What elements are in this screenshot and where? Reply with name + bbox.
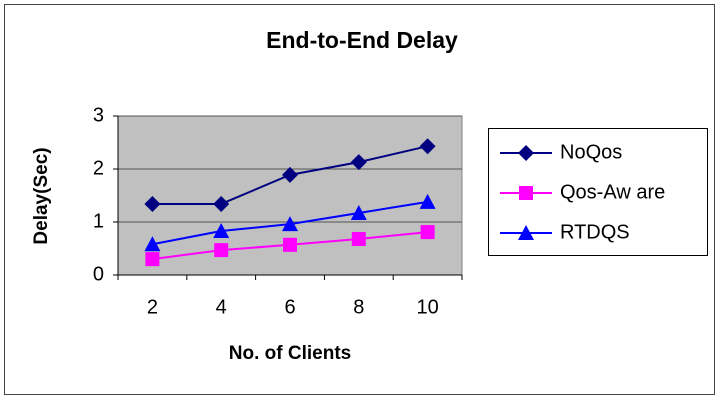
marker <box>420 225 435 240</box>
x-tick-label: 6 <box>284 296 295 318</box>
legend-label: NoQos <box>560 141 622 163</box>
marker <box>350 204 367 220</box>
x-tick-label: 8 <box>353 296 364 318</box>
marker <box>282 216 298 232</box>
marker <box>213 223 230 239</box>
marker <box>213 195 230 212</box>
marker <box>419 138 436 155</box>
marker <box>145 252 160 267</box>
marker <box>283 237 297 252</box>
marker <box>419 193 436 209</box>
legend-marker <box>518 225 534 240</box>
marker <box>214 243 229 258</box>
x-tick-label: 2 <box>147 296 158 318</box>
x-tick-label: 10 <box>416 296 438 318</box>
y-axis-label: Delay(Sec) <box>31 147 52 244</box>
legend-marker <box>519 186 533 200</box>
marker <box>351 231 366 246</box>
chart-title: End-to-End Delay <box>266 27 458 53</box>
marker <box>144 236 161 252</box>
x-axis-label: No. of Clients <box>229 343 351 364</box>
legend-label: RTDQS <box>560 221 630 243</box>
legend-marker <box>518 145 534 161</box>
legend-label: Qos-Aw are <box>560 181 665 203</box>
marker <box>282 166 298 183</box>
x-tick-label: 4 <box>216 296 227 318</box>
y-tick-label: 3 <box>93 104 104 126</box>
y-tick-label: 1 <box>93 210 104 232</box>
y-tick-label: 2 <box>93 157 104 179</box>
y-tick-label: 0 <box>93 263 104 285</box>
marker <box>350 154 367 171</box>
marker <box>144 195 161 212</box>
